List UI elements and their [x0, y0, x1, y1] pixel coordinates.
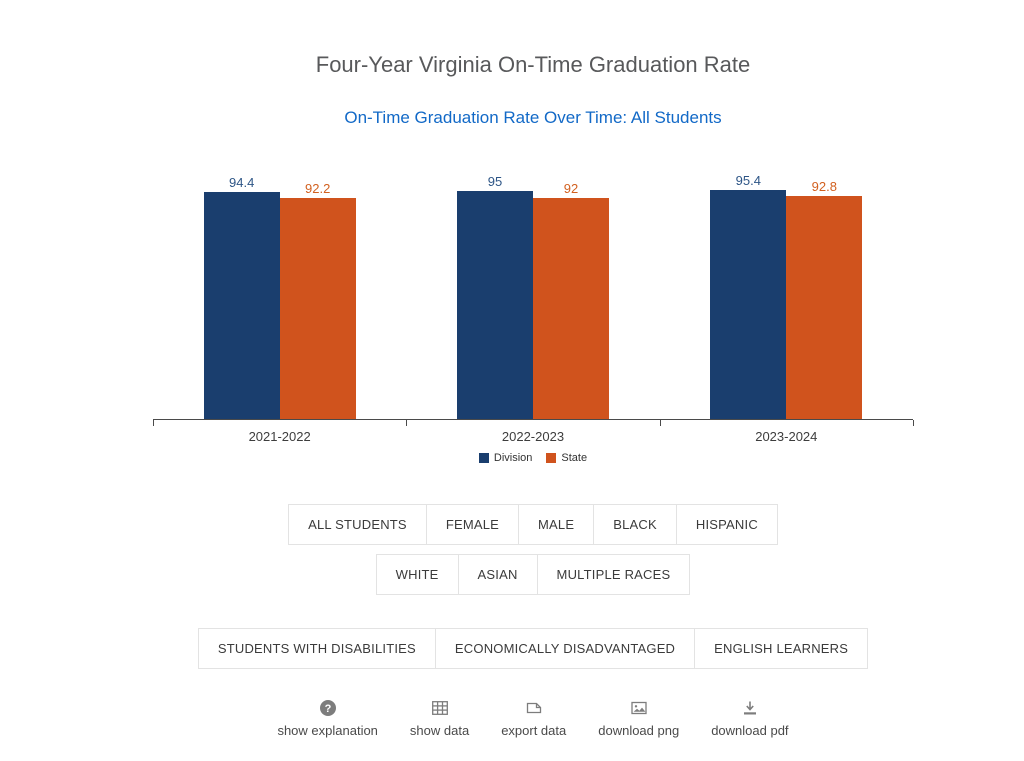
filter-row-1: ALL STUDENTS FEMALE MALE BLACK HISPANIC — [21, 504, 1024, 545]
bar-rect — [279, 198, 356, 419]
bar-rect — [456, 191, 533, 419]
axis-tick — [153, 420, 154, 426]
filter-button-students-with-disabilities[interactable]: STUDENTS WITH DISABILITIES — [197, 628, 436, 669]
chart-subtitle: On-Time Graduation Rate Over Time: All S… — [344, 108, 722, 127]
x-axis — [153, 420, 914, 426]
bar-rect — [532, 198, 609, 419]
chart-toolbar: ? show explanation show data export data dow… — [21, 699, 1024, 738]
filter-button-male[interactable]: MALE — [518, 504, 595, 545]
bar-value-label: 95.4 — [735, 173, 761, 188]
bar-division: 94.4 — [203, 175, 280, 419]
legend-label: Division — [493, 452, 533, 464]
page-title: Four-Year Virginia On-Time Graduation Ra… — [315, 52, 751, 77]
filter-button-multiple-races[interactable]: MULTIPLE RACES — [536, 554, 691, 595]
filter-button-hispanic[interactable]: HISPANIC — [675, 504, 778, 545]
x-axis-label: 2023-2024 — [755, 429, 818, 444]
bar-group: 94.4 92.2 — [203, 175, 356, 419]
filter-button-asian[interactable]: ASIAN — [457, 554, 538, 595]
x-axis-label: 2021-2022 — [248, 429, 311, 444]
filter-button-all-students[interactable]: ALL STUDENTS — [288, 504, 427, 545]
export-icon — [525, 699, 543, 717]
legend-item-state[interactable]: State — [546, 452, 587, 464]
axis-tick — [913, 420, 914, 426]
bar-rect — [203, 192, 280, 419]
axis-tick — [659, 420, 661, 426]
table-icon — [431, 699, 449, 717]
toolbar-show-data[interactable]: show data — [410, 699, 469, 738]
toolbar-show-explanation[interactable]: ? show explanation — [277, 699, 378, 738]
filter-row-2: WHITE ASIAN MULTIPLE RACES — [21, 554, 1024, 595]
bar-division: 95 — [456, 174, 533, 419]
page: Four-Year Virginia On-Time Graduation Ra… — [21, 0, 1024, 761]
legend-label: State — [561, 452, 588, 464]
bar-value-label: 92.8 — [811, 179, 837, 194]
toolbar-label: show data — [409, 723, 470, 738]
chart-legend: Division State — [153, 452, 913, 464]
filter-button-white[interactable]: WHITE — [375, 554, 459, 595]
bar-rect — [786, 196, 863, 419]
bar-rect — [710, 190, 787, 419]
image-icon — [630, 699, 648, 717]
bar-state: 92.2 — [279, 181, 356, 419]
filter-button-black[interactable]: BLACK — [593, 504, 677, 545]
bar-group: 95 92 — [456, 174, 609, 419]
legend-swatch — [546, 453, 557, 463]
toolbar-label: show explanation — [277, 723, 378, 738]
toolbar-download-png[interactable]: download png — [598, 699, 679, 738]
plot-area: 94.4 92.2 95 92 95.4 92.8 — [153, 168, 913, 420]
help-icon: ? — [319, 699, 337, 717]
x-axis-label: 2022-2023 — [501, 429, 565, 444]
legend-item-division[interactable]: Division — [478, 452, 533, 464]
toolbar-label: download png — [598, 723, 680, 738]
svg-text:?: ? — [324, 703, 331, 715]
axis-tick — [406, 420, 408, 426]
chart: 94.4 92.2 95 92 95.4 92.8 2021-2022 2022-2023 2… — [153, 168, 914, 464]
filter-button-economically-disadvantaged[interactable]: ECONOMICALLY DISADVANTAGED — [434, 628, 696, 669]
bar-value-label: 94.4 — [229, 175, 255, 190]
x-axis-labels: 2021-2022 2022-2023 2023-2024 — [153, 429, 913, 444]
legend-swatch — [478, 453, 489, 463]
download-icon — [741, 699, 759, 717]
bar-state: 92.8 — [786, 179, 863, 419]
bar-value-label: 95 — [487, 174, 503, 189]
filter-button-female[interactable]: FEMALE — [425, 504, 520, 545]
bar-value-label: 92.2 — [305, 181, 331, 196]
filter-button-english-learners[interactable]: ENGLISH LEARNERS — [694, 628, 869, 669]
filter-row-3: STUDENTS WITH DISABILITIES ECONOMICALLY D… — [21, 628, 1024, 669]
bar-value-label: 92 — [563, 181, 579, 196]
bar-state: 92 — [532, 181, 609, 419]
toolbar-download-pdf[interactable]: download pdf — [711, 699, 789, 738]
toolbar-export-data[interactable]: export data — [501, 699, 566, 738]
bar-group: 95.4 92.8 — [710, 173, 863, 419]
toolbar-label: export data — [501, 723, 567, 738]
toolbar-label: download pdf — [711, 723, 789, 738]
bar-division: 95.4 — [710, 173, 787, 419]
